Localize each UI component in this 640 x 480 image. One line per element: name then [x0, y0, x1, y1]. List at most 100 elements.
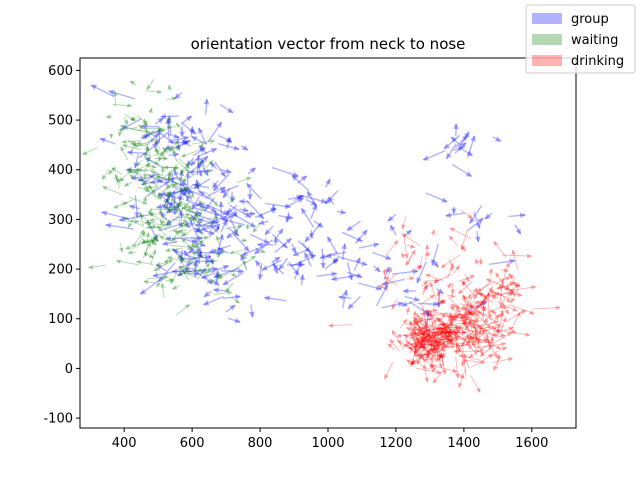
vector-waiting	[166, 145, 181, 151]
vector-group	[446, 143, 457, 160]
vector-drinking	[499, 298, 506, 309]
vector-drinking	[417, 316, 441, 322]
vector-drinking	[428, 354, 435, 370]
vector-drinking	[446, 265, 454, 279]
vector-group	[313, 220, 324, 228]
vector-waiting	[187, 216, 193, 222]
vector-waiting	[101, 169, 110, 181]
vector-group	[372, 251, 392, 261]
vector-drinking	[449, 306, 458, 313]
vector-drinking	[457, 281, 473, 295]
vector-drinking	[424, 251, 431, 257]
vector-drinking	[431, 323, 438, 345]
vector-waiting	[180, 149, 202, 158]
vector-drinking	[508, 303, 535, 315]
vector-drinking	[450, 303, 472, 313]
vector-drinking	[408, 360, 414, 367]
vector-waiting	[191, 138, 216, 145]
vector-group	[354, 229, 368, 244]
vector-waiting	[175, 216, 198, 222]
vector-group	[373, 265, 381, 273]
vector-waiting	[166, 170, 172, 182]
vector-drinking	[389, 338, 400, 352]
vector-group	[227, 317, 241, 324]
vector-drinking	[511, 249, 519, 270]
vector-waiting	[123, 181, 133, 187]
vector-drinking	[474, 258, 480, 266]
vector-drinking	[490, 295, 499, 300]
vector-waiting	[157, 225, 170, 240]
vector-waiting	[152, 236, 159, 242]
vector-waiting	[201, 160, 214, 173]
vector-drinking	[396, 340, 409, 347]
vector-waiting	[136, 160, 142, 167]
vector-waiting	[155, 173, 161, 190]
legend-box	[525, 4, 636, 74]
vector-group	[255, 260, 263, 269]
vector-drinking	[506, 309, 527, 322]
vector-drinking	[462, 359, 486, 365]
vector-group	[220, 219, 228, 233]
vector-group	[291, 174, 310, 192]
vector-drinking	[439, 322, 459, 328]
vector-drinking	[496, 284, 505, 290]
vector-waiting	[145, 162, 151, 168]
vector-group	[152, 270, 176, 278]
vector-waiting	[199, 142, 204, 149]
vector-drinking	[470, 374, 481, 393]
vector-group	[247, 167, 257, 175]
vector-waiting	[196, 267, 202, 274]
vector-drinking	[461, 210, 473, 219]
vector-group	[341, 289, 349, 309]
vector-waiting	[193, 242, 200, 249]
vector-drinking	[387, 266, 393, 279]
vector-group	[160, 133, 174, 144]
vector-waiting	[143, 145, 149, 159]
vector-group	[222, 272, 244, 286]
vector-waiting	[190, 184, 202, 190]
vector-waiting	[166, 124, 177, 130]
vector-drinking	[466, 336, 476, 349]
vector-waiting	[132, 142, 148, 148]
vector-drinking	[497, 292, 512, 303]
vector-drinking	[448, 235, 459, 247]
vector-group	[186, 199, 207, 209]
vector-waiting	[181, 270, 200, 280]
vector-waiting	[87, 264, 106, 270]
vector-drinking	[473, 289, 479, 300]
vector-waiting	[166, 96, 177, 102]
vector-drinking	[452, 313, 461, 322]
legend-label-waiting: waiting	[571, 33, 618, 48]
vector-drinking	[461, 298, 474, 309]
vector-group	[212, 173, 230, 192]
x-tick-label: 1400	[447, 436, 480, 451]
vector-group	[294, 260, 302, 280]
vector-waiting	[196, 161, 204, 166]
vector-group	[257, 263, 264, 281]
vector-waiting	[229, 249, 244, 255]
vector-drinking	[464, 341, 471, 346]
vector-group	[347, 271, 363, 279]
vector-group	[469, 205, 483, 224]
vector-group	[353, 257, 361, 272]
vector-waiting	[254, 247, 266, 253]
vector-waiting	[158, 208, 166, 223]
vector-waiting	[135, 259, 154, 265]
vector-group	[417, 301, 440, 308]
vector-waiting	[150, 159, 160, 165]
vector-waiting	[123, 117, 129, 125]
vector-waiting	[138, 214, 156, 227]
vector-waiting	[198, 203, 205, 218]
vector-group	[128, 204, 141, 211]
y-tick-label: 500	[48, 114, 73, 129]
vector-drinking	[483, 317, 489, 326]
vector-waiting	[164, 277, 175, 283]
vector-group	[290, 254, 317, 268]
vector-drinking	[429, 318, 438, 340]
vector-group	[189, 234, 204, 241]
vector-group	[241, 245, 265, 256]
vector-drinking	[472, 314, 479, 325]
vector-waiting	[121, 201, 129, 207]
vector-waiting	[173, 249, 182, 260]
vector-group	[284, 197, 305, 209]
